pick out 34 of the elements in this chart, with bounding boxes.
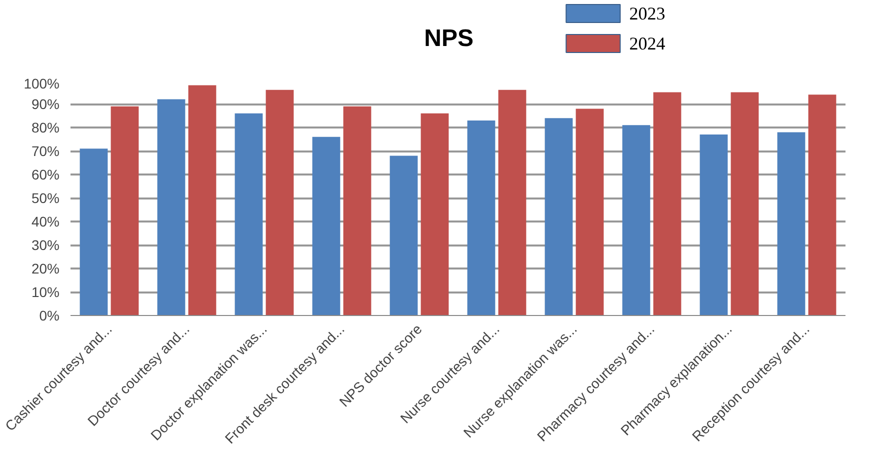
bar	[730, 92, 759, 316]
bar	[467, 120, 496, 316]
bar	[808, 94, 836, 316]
bar	[420, 113, 449, 316]
legend-label: 2023	[629, 4, 666, 24]
bar	[544, 118, 573, 316]
y-tick-label: 80%	[31, 120, 60, 136]
y-tick-label: 90%	[31, 96, 60, 112]
bar	[498, 90, 526, 316]
bar	[700, 134, 728, 316]
y-tick-label: 40%	[31, 214, 60, 230]
y-tick-label: 10%	[31, 284, 60, 300]
y-tick-label: 20%	[31, 260, 60, 276]
bar	[622, 125, 650, 316]
bar	[157, 99, 186, 316]
bar	[390, 156, 418, 316]
bar	[110, 106, 139, 316]
bar	[653, 92, 682, 316]
y-tick-label: 30%	[31, 237, 60, 253]
bar	[266, 90, 294, 316]
bar	[188, 85, 216, 316]
y-tick-label: 70%	[31, 143, 60, 159]
bar	[80, 148, 108, 316]
bar	[343, 106, 372, 316]
bar	[777, 132, 806, 316]
bar	[576, 108, 604, 316]
y-tick-label: 60%	[31, 166, 60, 182]
y-tick-label: 50%	[31, 190, 60, 206]
bar	[234, 113, 263, 316]
legend-label: 2024	[629, 34, 666, 54]
y-tick-label: 0%	[39, 308, 60, 324]
bar	[312, 136, 340, 316]
chart-title: NPS	[424, 25, 474, 52]
y-tick-label: 100%	[24, 76, 60, 92]
